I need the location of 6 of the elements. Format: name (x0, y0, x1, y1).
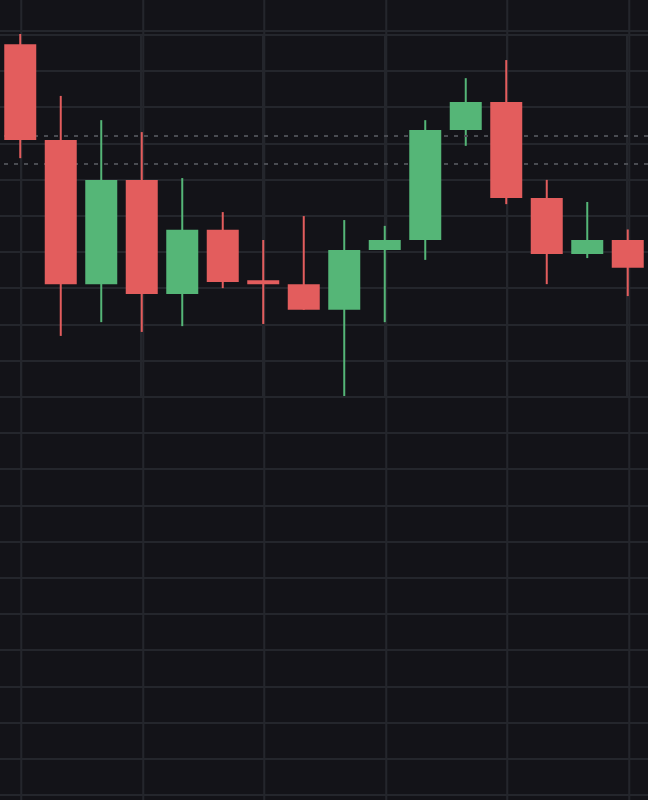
candlestick (449, 77, 482, 147)
candlestick (247, 238, 280, 325)
candlestick (287, 215, 320, 311)
candlestick (571, 200, 604, 260)
candlestick (368, 224, 401, 324)
candlestick (611, 228, 644, 298)
